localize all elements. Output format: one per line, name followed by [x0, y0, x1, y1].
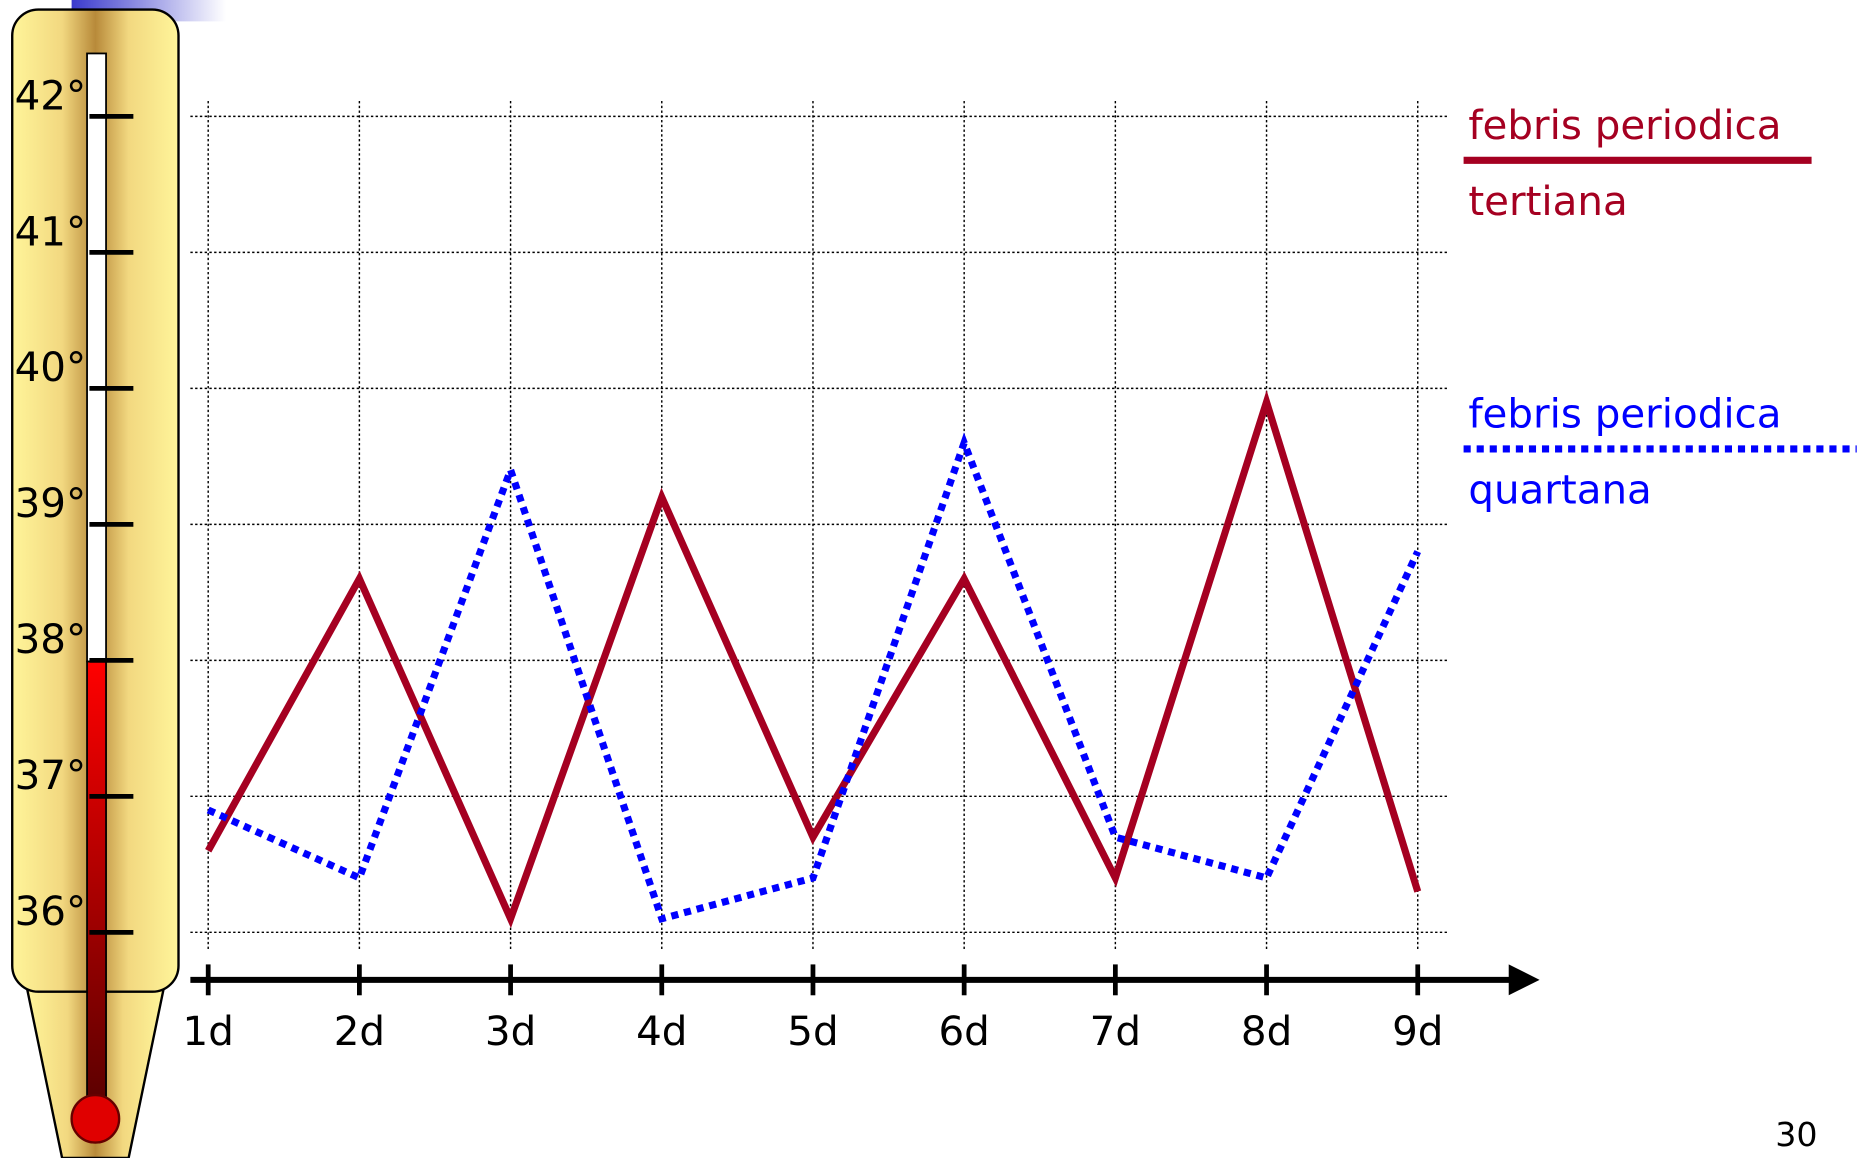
- x-axis: [190, 964, 1539, 995]
- y-tick-label: 36°: [15, 888, 87, 935]
- legend-label: quartana: [1468, 467, 1651, 514]
- y-tick-label: 39°: [15, 480, 87, 527]
- legend-label: febris periodica: [1468, 102, 1781, 149]
- x-tick-label: 8d: [1241, 1008, 1292, 1055]
- x-tick-label: 3d: [485, 1008, 536, 1055]
- thermometer: [12, 10, 178, 1158]
- legend-label: febris periodica: [1468, 391, 1781, 438]
- legend-label: tertiana: [1468, 178, 1627, 225]
- page: 30 36° 37° 38° 39° 40° 41° 42° 1d 2d 3d 4d 5d 6d 7d 8d…: [0, 0, 1863, 1162]
- y-tick-label: 41°: [15, 208, 87, 255]
- x-tick-label: 4d: [636, 1008, 687, 1055]
- x-tick-label: 5d: [787, 1008, 838, 1055]
- x-tick-label: 2d: [334, 1008, 385, 1055]
- page-number: 30: [1775, 1115, 1817, 1154]
- y-tick-label: 38°: [15, 616, 87, 663]
- x-tick-label: 6d: [938, 1008, 989, 1055]
- x-tick-label: 1d: [183, 1008, 234, 1055]
- slide: 30 36° 37° 38° 39° 40° 41° 42° 1d 2d 3d 4d 5d 6d 7d 8d…: [0, 0, 1863, 1158]
- x-tick-label: 7d: [1090, 1008, 1141, 1055]
- x-tick-label: 9d: [1392, 1008, 1443, 1055]
- y-tick-label: 37°: [15, 752, 87, 799]
- y-tick-label: 40°: [15, 344, 87, 391]
- y-tick-label: 42°: [15, 72, 87, 119]
